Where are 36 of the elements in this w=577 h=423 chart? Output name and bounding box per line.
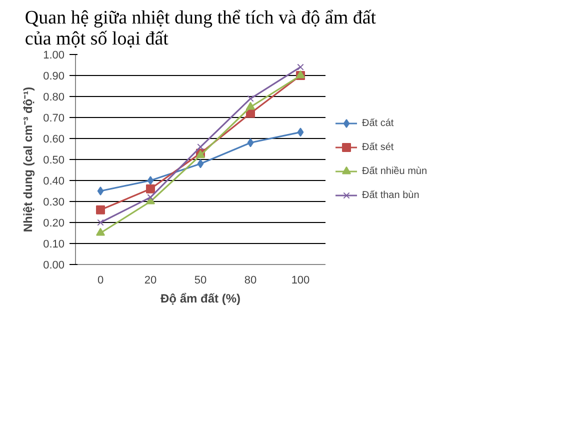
point xyxy=(97,186,104,196)
point xyxy=(297,64,304,70)
y-tick-label: 0.00 xyxy=(43,260,65,272)
x-axis-title: Độ ẩm đất (%) xyxy=(160,292,241,306)
point xyxy=(147,176,154,185)
point xyxy=(197,159,204,168)
y-tick-label: 0.90 xyxy=(43,70,65,82)
legend-label: Đất cát xyxy=(362,118,394,128)
x-tick-label: 20 xyxy=(144,274,157,286)
y-tick-label: 0.80 xyxy=(43,92,65,104)
y-tick-label: 0.30 xyxy=(43,196,65,208)
x-tick-label: 50 xyxy=(194,274,207,286)
point xyxy=(96,205,105,214)
point xyxy=(246,102,255,110)
y-axis-title: Nhiệt dung (cal cm⁻³ độ⁻¹) xyxy=(21,86,36,232)
y-tick-label: 1.00 xyxy=(43,50,65,62)
point xyxy=(147,194,154,201)
legend-label: Đất sét xyxy=(362,142,394,152)
point xyxy=(97,219,104,226)
point xyxy=(247,138,254,148)
x-tick-label: 80 xyxy=(244,274,257,286)
x-tick-label: 100 xyxy=(291,274,310,286)
y-tick-label: 0.40 xyxy=(43,176,65,188)
chart-title: Quan hệ giữa nhiệt dung thể tích và độ ẩm đất của một số loại đất xyxy=(24,8,377,50)
point xyxy=(146,184,155,194)
y-tick-label: 0.20 xyxy=(43,218,65,230)
legend-label: Đất nhiều mùn xyxy=(362,166,428,176)
legend-label: Đất than bùn xyxy=(362,190,420,200)
y-tick-label: 0.10 xyxy=(43,238,65,250)
x-tick-label: 0 xyxy=(97,274,104,286)
y-tick-label: 0.60 xyxy=(43,134,65,146)
point xyxy=(96,228,105,236)
point xyxy=(247,95,254,102)
point xyxy=(297,128,304,137)
y-tick-label: 0.50 xyxy=(43,154,65,166)
y-tick-label: 0.70 xyxy=(43,112,65,124)
